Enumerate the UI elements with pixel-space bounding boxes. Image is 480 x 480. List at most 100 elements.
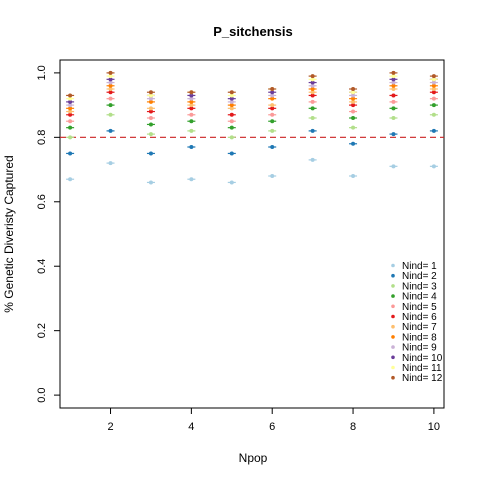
y-tick-label: 0.2 xyxy=(36,323,48,338)
data-point xyxy=(268,87,277,91)
y-tick-label: 0.4 xyxy=(36,259,48,274)
legend-label: Nind= 1 xyxy=(402,261,437,272)
legend-label: Nind= 12 xyxy=(402,373,443,384)
data-point xyxy=(146,151,155,156)
legend-label: Nind= 5 xyxy=(402,302,437,313)
legend-marker xyxy=(391,263,395,268)
legend-label: Nind= 8 xyxy=(402,332,437,343)
legend-marker xyxy=(391,324,395,329)
y-axis-label: % Genetic Diveristy Captured xyxy=(2,155,16,312)
data-point xyxy=(389,132,398,137)
data-point xyxy=(146,99,155,104)
data-point xyxy=(349,103,358,108)
data-point xyxy=(66,103,75,108)
data-point xyxy=(389,77,398,82)
data-point xyxy=(227,135,236,140)
data-point xyxy=(429,77,438,82)
data-point xyxy=(106,128,115,133)
legend-marker xyxy=(391,294,395,298)
data-point xyxy=(268,93,277,98)
data-point xyxy=(146,132,155,137)
data-point xyxy=(308,106,317,111)
data-point xyxy=(146,109,155,114)
data-point xyxy=(106,83,115,88)
data-point xyxy=(429,96,438,101)
y-tick-label: 0.6 xyxy=(36,194,48,209)
data-point xyxy=(146,96,155,101)
data-point xyxy=(106,87,115,91)
x-tick-label: 6 xyxy=(269,421,275,433)
data-point xyxy=(389,74,398,79)
data-point xyxy=(429,90,438,95)
data-point xyxy=(187,99,196,104)
legend-label: Nind= 2 xyxy=(402,271,437,282)
data-point xyxy=(389,99,398,104)
data-point xyxy=(106,70,115,75)
data-point xyxy=(106,161,115,166)
legend-marker xyxy=(391,304,395,309)
data-point xyxy=(308,80,317,85)
legend-label: Nind= 11 xyxy=(402,363,442,374)
data-point xyxy=(146,106,155,111)
plot-frame xyxy=(59,59,445,409)
data-point xyxy=(349,96,358,101)
data-point xyxy=(429,103,438,108)
data-point xyxy=(66,106,75,111)
data-point xyxy=(349,141,358,146)
data-point xyxy=(146,93,155,98)
legend-label: Nind= 10 xyxy=(402,353,443,364)
data-point xyxy=(227,180,236,185)
chart-title: P_sitchensis xyxy=(213,24,293,39)
legend-marker xyxy=(391,355,395,360)
legend-marker xyxy=(391,273,395,278)
data-point xyxy=(389,80,398,85)
data-point xyxy=(227,99,236,104)
data-point xyxy=(227,93,236,98)
data-point xyxy=(389,116,398,120)
data-point xyxy=(349,116,358,120)
data-point xyxy=(268,90,277,95)
data-point xyxy=(349,125,358,130)
data-point xyxy=(429,87,438,91)
data-point xyxy=(66,109,75,114)
data-point xyxy=(66,125,75,130)
data-point xyxy=(106,96,115,101)
data-point xyxy=(389,83,398,88)
data-point xyxy=(187,145,196,149)
legend-marker xyxy=(391,314,395,319)
data-point xyxy=(106,103,115,108)
data-point xyxy=(66,135,75,140)
data-point xyxy=(227,106,236,111)
data-point xyxy=(308,90,317,95)
data-point xyxy=(349,90,358,95)
legend-marker xyxy=(391,375,395,380)
x-tick-label: 4 xyxy=(188,421,194,433)
legend-marker xyxy=(391,284,395,288)
data-point xyxy=(349,87,358,91)
data-point xyxy=(268,96,277,101)
data-point xyxy=(106,90,115,95)
data-point xyxy=(66,99,75,104)
data-point xyxy=(429,112,438,117)
data-point xyxy=(268,119,277,124)
legend-marker xyxy=(391,365,395,370)
data-point xyxy=(308,128,317,133)
x-tick-label: 2 xyxy=(107,421,113,433)
data-point xyxy=(66,93,75,98)
data-point xyxy=(146,90,155,95)
data-point xyxy=(227,103,236,108)
data-point xyxy=(308,83,317,88)
legend-label: Nind= 7 xyxy=(402,322,437,333)
data-point xyxy=(187,106,196,111)
data-point xyxy=(308,93,317,98)
data-point xyxy=(308,77,317,82)
data-point xyxy=(268,103,277,108)
data-point xyxy=(66,151,75,156)
data-point xyxy=(187,128,196,133)
y-tick-label: 0.8 xyxy=(36,130,48,145)
data-point xyxy=(308,116,317,120)
data-point xyxy=(227,90,236,95)
data-point xyxy=(308,74,317,79)
